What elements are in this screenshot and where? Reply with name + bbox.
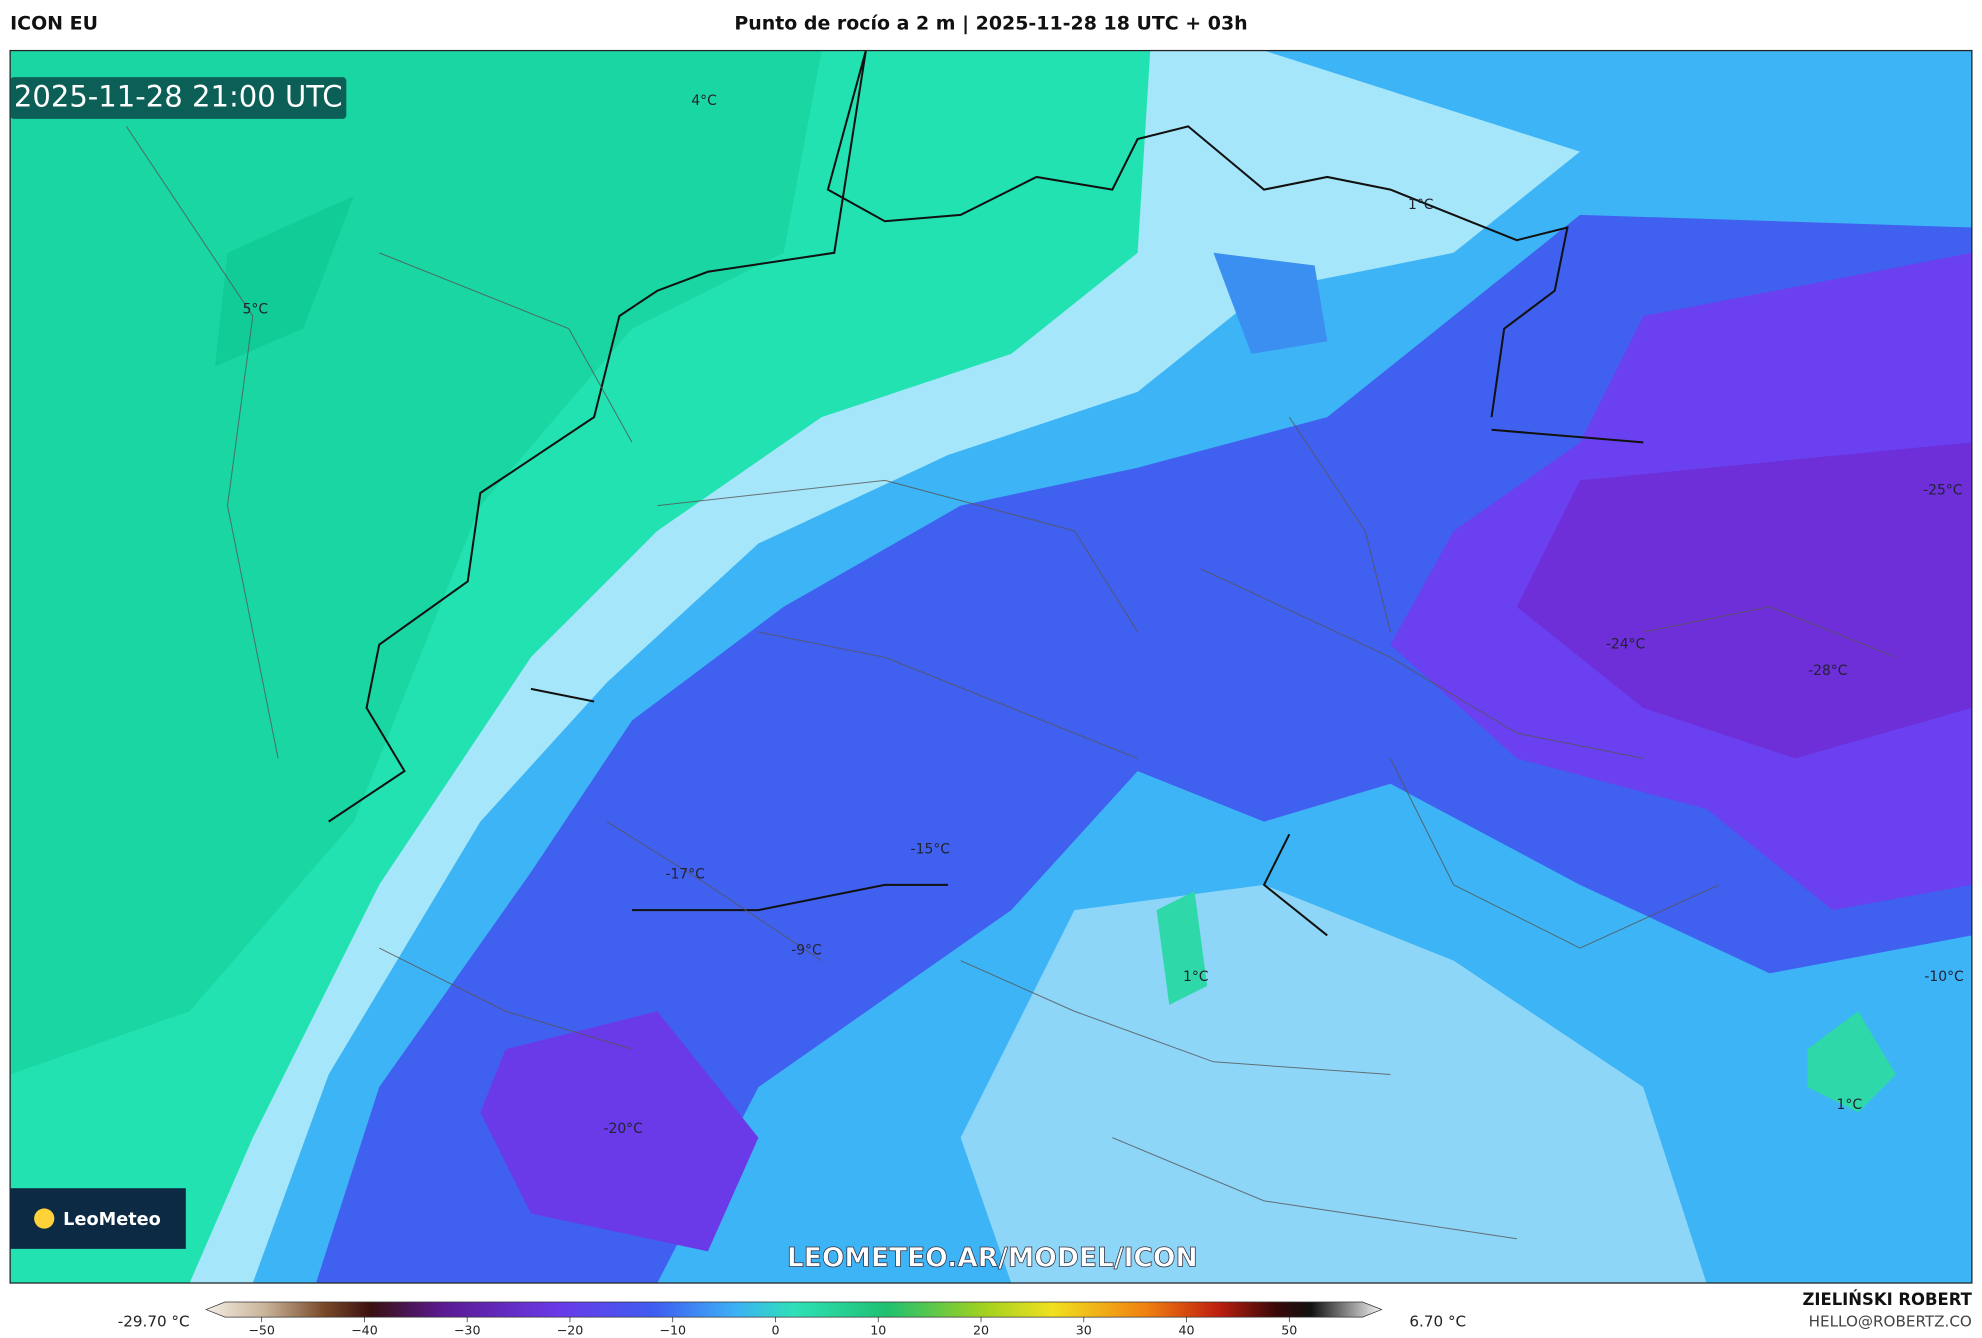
- contour-label: -17°C: [665, 867, 704, 883]
- logo: LeoMeteo: [63, 1210, 161, 1230]
- colorbar-tick-label: −10: [659, 1323, 686, 1338]
- watermark: LEOMETEO.AR/MODEL/ICON: [787, 1242, 1198, 1273]
- field: [1516, 442, 1972, 759]
- colorbar-tick-label: −40: [351, 1323, 378, 1338]
- country-border: [328, 50, 1644, 937]
- map: [10, 50, 1972, 1284]
- author: ZIELIŃSKI ROBERT: [1802, 1290, 1972, 1309]
- field: [1807, 1011, 1897, 1113]
- contour-label: -28°C: [1808, 663, 1847, 679]
- colorbar: [205, 1301, 1383, 1318]
- colorbar-ticks: −50 −40 −30 −20 −10 0 10 20 30 40 50: [248, 1317, 1297, 1338]
- contour-label: -9°C: [791, 943, 821, 959]
- colorbar-tick-label: −20: [557, 1323, 584, 1338]
- field: [1156, 891, 1208, 1005]
- contour-labels: 4°C 5°C 1°C -25°C -24°C -28°C -17°C -15°C -9°C 1°…: [243, 93, 1964, 1137]
- colorbar-tick-label: 40: [1179, 1323, 1195, 1338]
- contour-label: -20°C: [603, 1121, 642, 1137]
- colorbar-max: 6.70 °C: [1409, 1313, 1466, 1331]
- contour-label: -15°C: [911, 841, 950, 857]
- map-frame: [9, 49, 1973, 1284]
- map-title: Punto de rocío a 2 m | 2025-11-28 18 UTC…: [734, 13, 1247, 35]
- colorbar-tick-label: −30: [454, 1323, 481, 1338]
- colorbar-tick-label: 10: [870, 1323, 886, 1338]
- valid-time-box: [10, 77, 347, 119]
- contour-label: -10°C: [1924, 969, 1963, 985]
- contact: HELLO@ROBERTZ.CO: [1809, 1313, 1972, 1331]
- field: [480, 1011, 759, 1252]
- colorbar-tick-label: 30: [1076, 1323, 1092, 1338]
- field: [214, 195, 354, 367]
- contour-label: -24°C: [1606, 637, 1645, 653]
- colorbar-tick-label: 20: [973, 1323, 989, 1338]
- contour-label: 1°C: [1183, 969, 1208, 985]
- model-name: ICON EU: [10, 13, 98, 35]
- valid-time: 2025-11-28 21:00 UTC: [14, 80, 343, 114]
- field: [10, 50, 822, 1075]
- colorbar-tick-label: 50: [1281, 1323, 1297, 1338]
- contour-label: 5°C: [243, 302, 268, 318]
- colorbar-min: -29.70 °C: [118, 1313, 190, 1331]
- admin-border: [125, 126, 1897, 1240]
- contour-label: 4°C: [691, 93, 716, 109]
- colorbar-tick-label: 0: [771, 1323, 779, 1338]
- logo-sun: [34, 1208, 55, 1229]
- contour-label: 1°C: [1408, 197, 1433, 213]
- field: [960, 884, 1707, 1284]
- colorbar-tick-label: −50: [248, 1323, 275, 1338]
- contour-label: 1°C: [1837, 1097, 1862, 1113]
- contour-label: -25°C: [1923, 482, 1962, 498]
